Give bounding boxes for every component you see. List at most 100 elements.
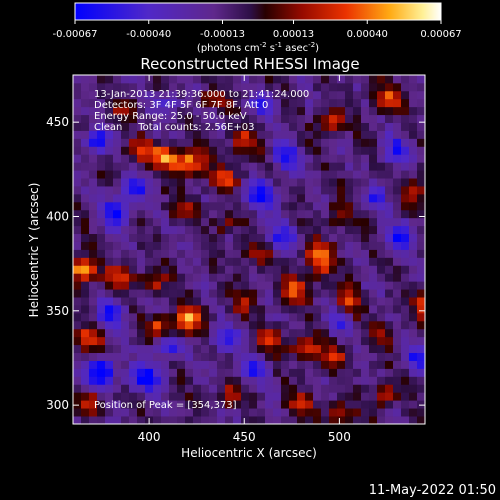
heatmap-cell xyxy=(385,392,394,401)
heatmap-cell xyxy=(329,265,338,274)
heatmap-cell xyxy=(73,312,82,322)
heatmap-cell xyxy=(393,352,402,361)
heatmap-cell xyxy=(353,249,362,258)
heatmap-cell xyxy=(161,201,170,211)
heatmap-cell xyxy=(217,122,226,131)
heatmap-cell xyxy=(313,249,322,258)
heatmap-cell xyxy=(401,170,410,179)
heatmap-cell xyxy=(169,146,178,155)
heatmap-cell xyxy=(193,201,202,211)
heatmap-cell xyxy=(81,344,90,354)
heatmap-cell xyxy=(377,312,386,322)
heatmap-cell xyxy=(329,217,338,227)
heatmap-cell xyxy=(417,281,426,290)
heatmap-cell xyxy=(313,273,322,282)
heatmap-cell xyxy=(217,312,226,322)
heatmap-cell xyxy=(137,209,146,219)
heatmap-cell xyxy=(329,82,338,92)
heatmap-cell xyxy=(313,178,322,187)
heatmap-cell xyxy=(297,312,306,322)
heatmap-cell xyxy=(377,122,386,131)
heatmap-cell xyxy=(201,162,210,171)
heatmap-cell xyxy=(257,201,266,211)
heatmap-cell xyxy=(121,265,130,274)
heatmap-cell xyxy=(153,305,162,314)
heatmap-cell xyxy=(217,162,226,171)
heatmap-cell xyxy=(401,241,410,250)
heatmap-cell xyxy=(89,209,98,219)
heatmap-cell xyxy=(273,281,282,290)
heatmap-cell xyxy=(217,82,226,92)
heatmap-cell xyxy=(321,225,330,235)
heatmap-cell xyxy=(113,114,122,123)
heatmap-cell xyxy=(385,416,394,425)
heatmap-cell xyxy=(233,122,242,131)
heatmap-cell xyxy=(169,265,178,274)
heatmap-cell xyxy=(257,138,266,147)
heatmap-cell xyxy=(273,408,282,417)
heatmap-cell xyxy=(281,122,290,131)
heatmap-cell xyxy=(153,217,162,227)
heatmap-cell xyxy=(97,289,106,298)
heatmap-cell xyxy=(225,328,234,338)
heatmap-cell xyxy=(185,273,194,282)
heatmap-cell xyxy=(233,209,242,219)
heatmap-cell xyxy=(273,146,282,155)
heatmap-cell xyxy=(385,265,394,274)
heatmap-cell xyxy=(265,154,274,163)
heatmap-cell xyxy=(273,336,282,346)
heatmap-cell xyxy=(321,170,330,179)
heatmap-cell xyxy=(401,416,410,425)
heatmap-cell xyxy=(409,170,418,179)
heatmap-cell xyxy=(401,162,410,171)
heatmap-cell xyxy=(353,241,362,250)
heatmap-cell xyxy=(97,146,106,155)
annotation-clean-counts: Clean Total counts: 2.56E+03 xyxy=(94,122,254,133)
heatmap-cell xyxy=(265,273,274,282)
heatmap-cell xyxy=(401,265,410,274)
heatmap-cell xyxy=(321,106,330,116)
heatmap-cell xyxy=(73,297,82,306)
heatmap-cell xyxy=(377,170,386,179)
heatmap-cell xyxy=(97,170,106,179)
heatmap-cell xyxy=(361,273,370,282)
heatmap-cell xyxy=(241,384,250,393)
heatmap-cell xyxy=(401,82,410,92)
heatmap-cell xyxy=(361,138,370,147)
heatmap-cell xyxy=(201,138,210,147)
heatmap-cell xyxy=(153,170,162,179)
heatmap-cell xyxy=(169,170,178,179)
heatmap-cell xyxy=(361,352,370,361)
heatmap-cell xyxy=(337,106,346,116)
heatmap-cell xyxy=(281,352,290,361)
heatmap-cell xyxy=(121,328,130,338)
heatmap-cell xyxy=(321,297,330,306)
heatmap-cell xyxy=(417,233,426,242)
heatmap-cell xyxy=(257,154,266,163)
heatmap-cell xyxy=(177,193,186,203)
heatmap-cell xyxy=(113,82,122,92)
heatmap-cell xyxy=(289,146,298,155)
heatmap-cell xyxy=(137,336,146,346)
heatmap-cell xyxy=(113,178,122,187)
heatmap-cell xyxy=(177,98,186,108)
heatmap-cell xyxy=(241,312,250,322)
heatmap-cell xyxy=(305,193,314,203)
heatmap-cell xyxy=(105,360,114,369)
heatmap-cell xyxy=(129,82,138,92)
heatmap-cell xyxy=(145,336,154,346)
heatmap-cell xyxy=(401,178,410,187)
heatmap-cell xyxy=(249,241,258,250)
heatmap-cell xyxy=(297,352,306,361)
heatmap-cell xyxy=(217,106,226,116)
heatmap-cell xyxy=(417,225,426,235)
heatmap-cell xyxy=(385,312,394,322)
heatmap-cell xyxy=(249,281,258,290)
heatmap-cell xyxy=(377,233,386,242)
heatmap-cell xyxy=(89,82,98,92)
heatmap-cell xyxy=(297,186,306,195)
heatmap-cell xyxy=(377,201,386,211)
heatmap-cell xyxy=(177,201,186,211)
heatmap-cell xyxy=(185,225,194,235)
heatmap-cell xyxy=(177,122,186,131)
